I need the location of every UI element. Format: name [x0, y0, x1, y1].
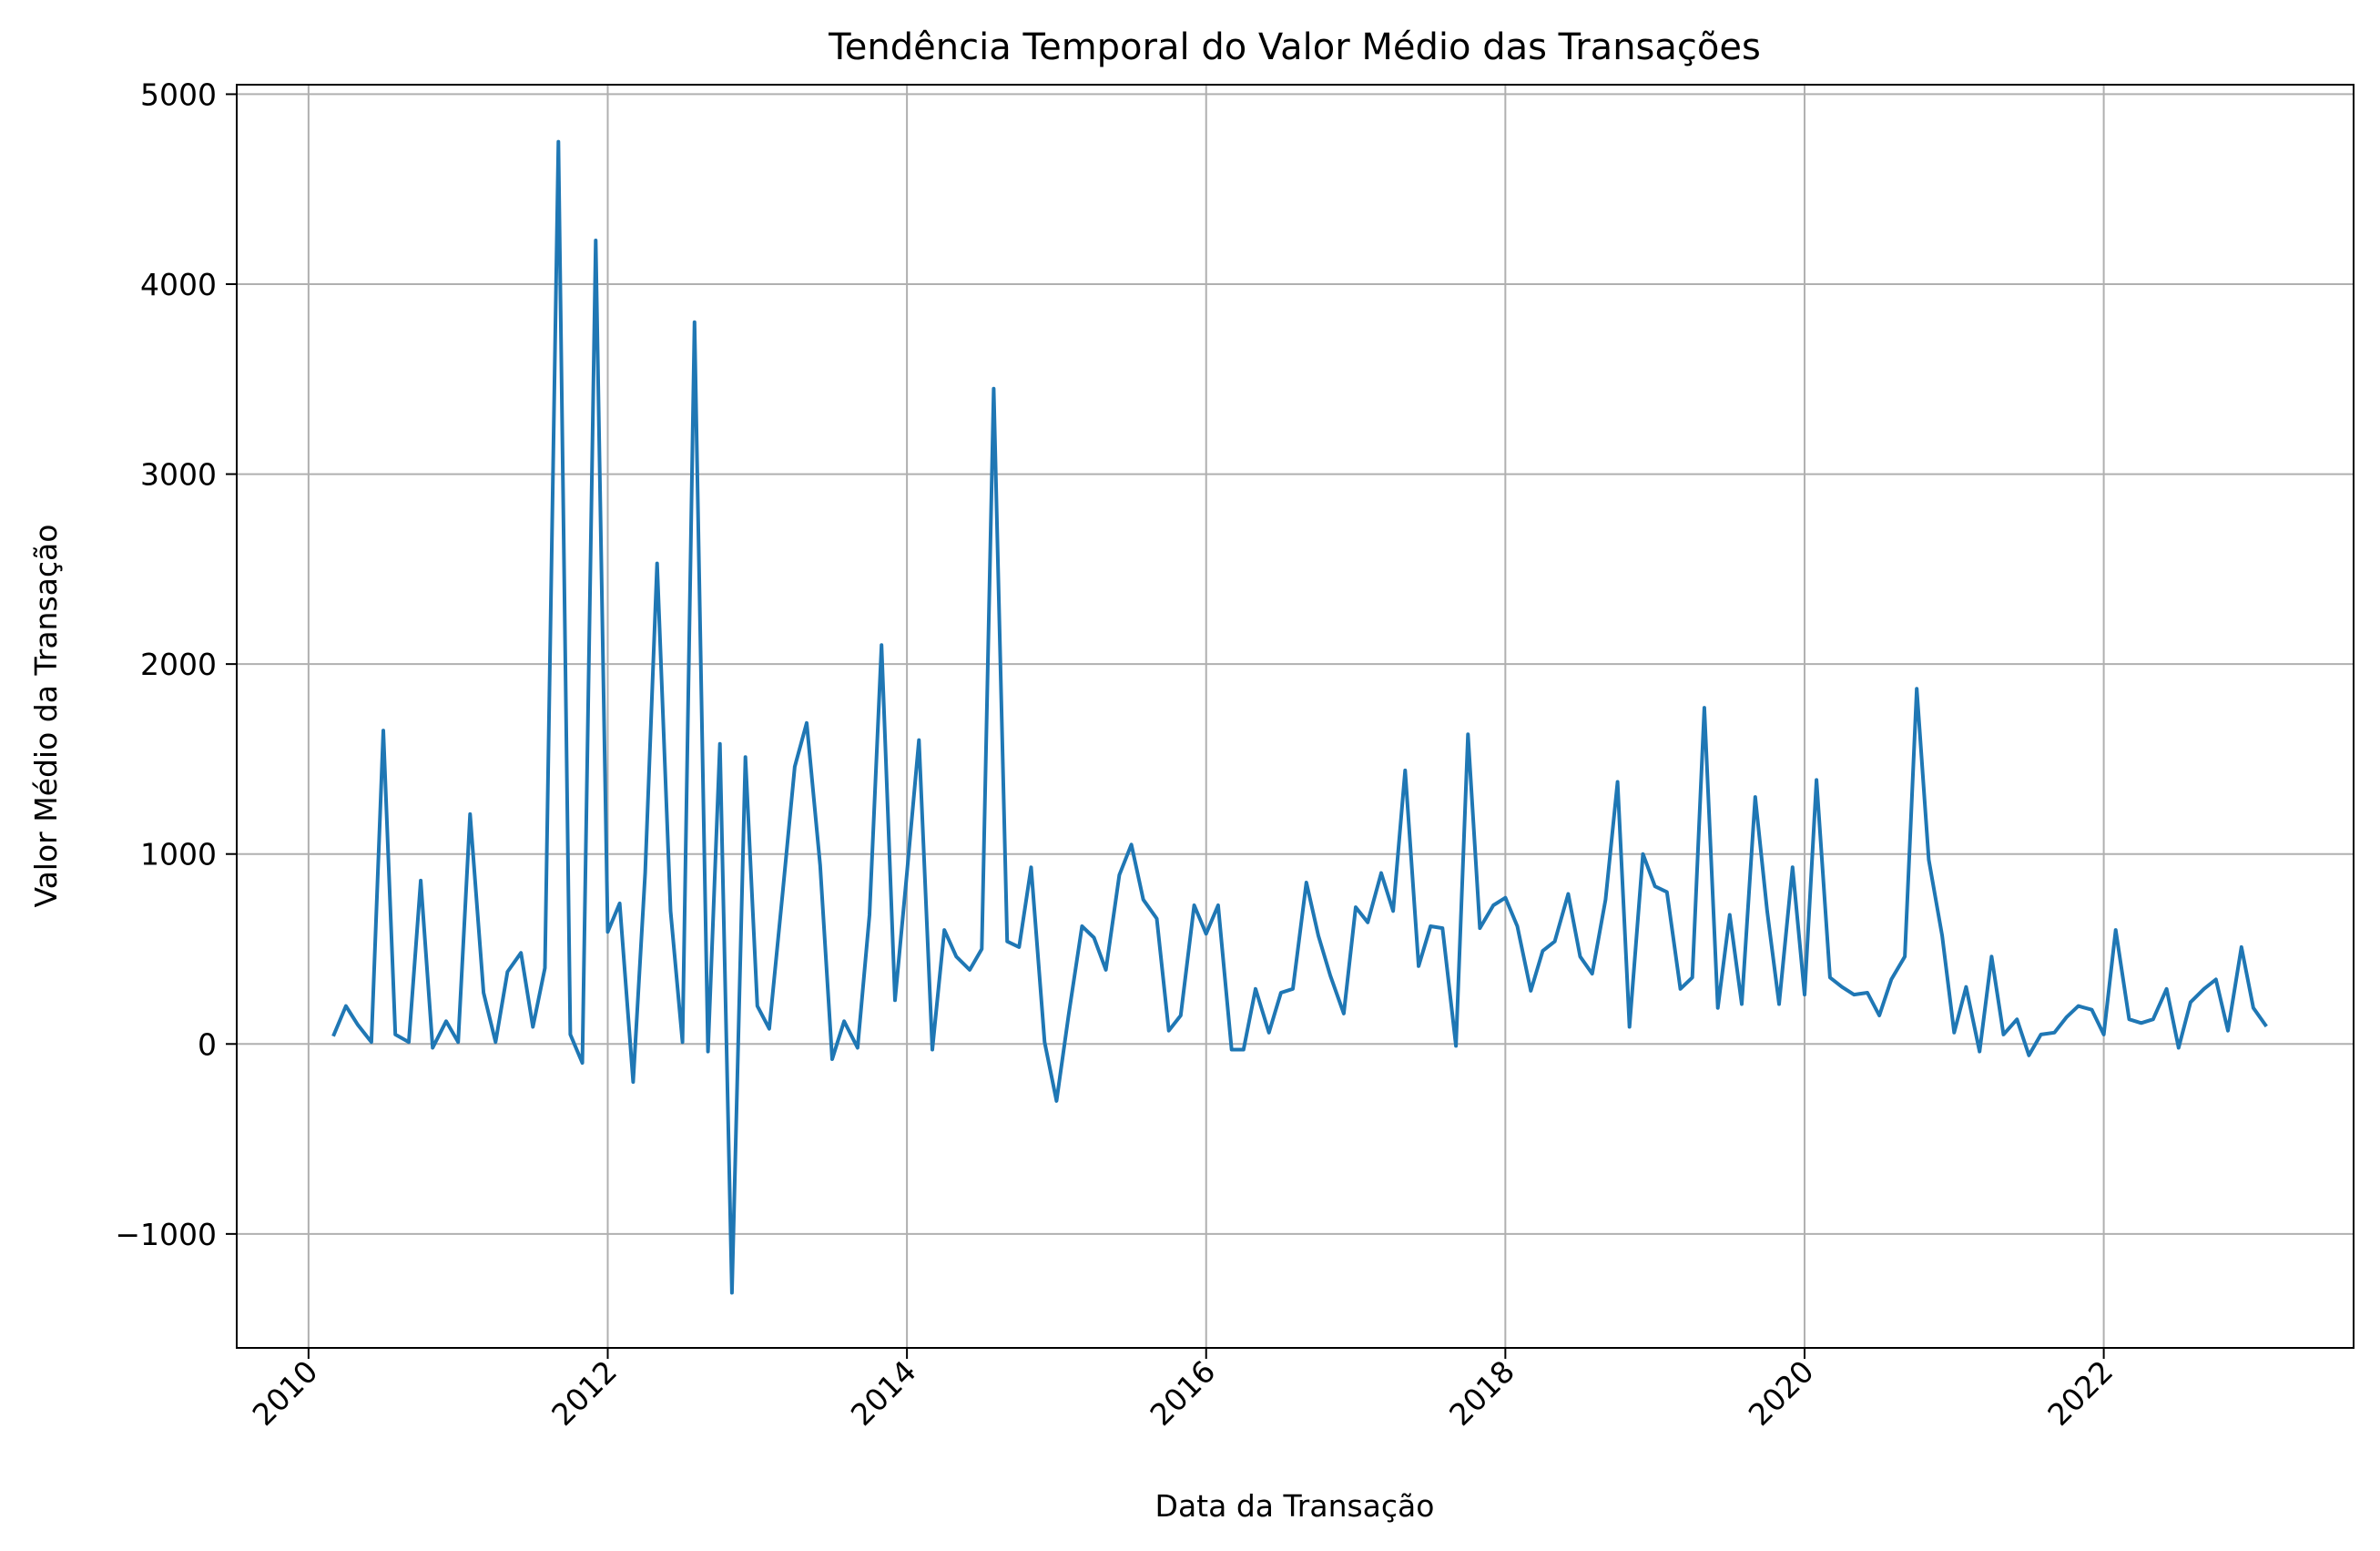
- y-tick-label: 0: [198, 1026, 217, 1062]
- chart-title: Tendência Temporal do Valor Médio das Tr…: [828, 26, 1761, 68]
- series-line: [331, 139, 2268, 1295]
- y-tick-label: 2000: [140, 647, 217, 682]
- y-tick-label: 3000: [140, 457, 217, 493]
- plot-frame: [236, 84, 2355, 1349]
- y-axis-label: Valor Médio da Transação: [28, 525, 64, 908]
- y-tick-label: 5000: [140, 77, 217, 112]
- y-tick-label: −1000: [115, 1217, 217, 1252]
- x-axis-label: Data da Transação: [1155, 1488, 1435, 1524]
- y-tick-label: 4000: [140, 267, 217, 302]
- series-line-path: [331, 139, 2268, 1295]
- y-tick-label: 1000: [140, 837, 217, 872]
